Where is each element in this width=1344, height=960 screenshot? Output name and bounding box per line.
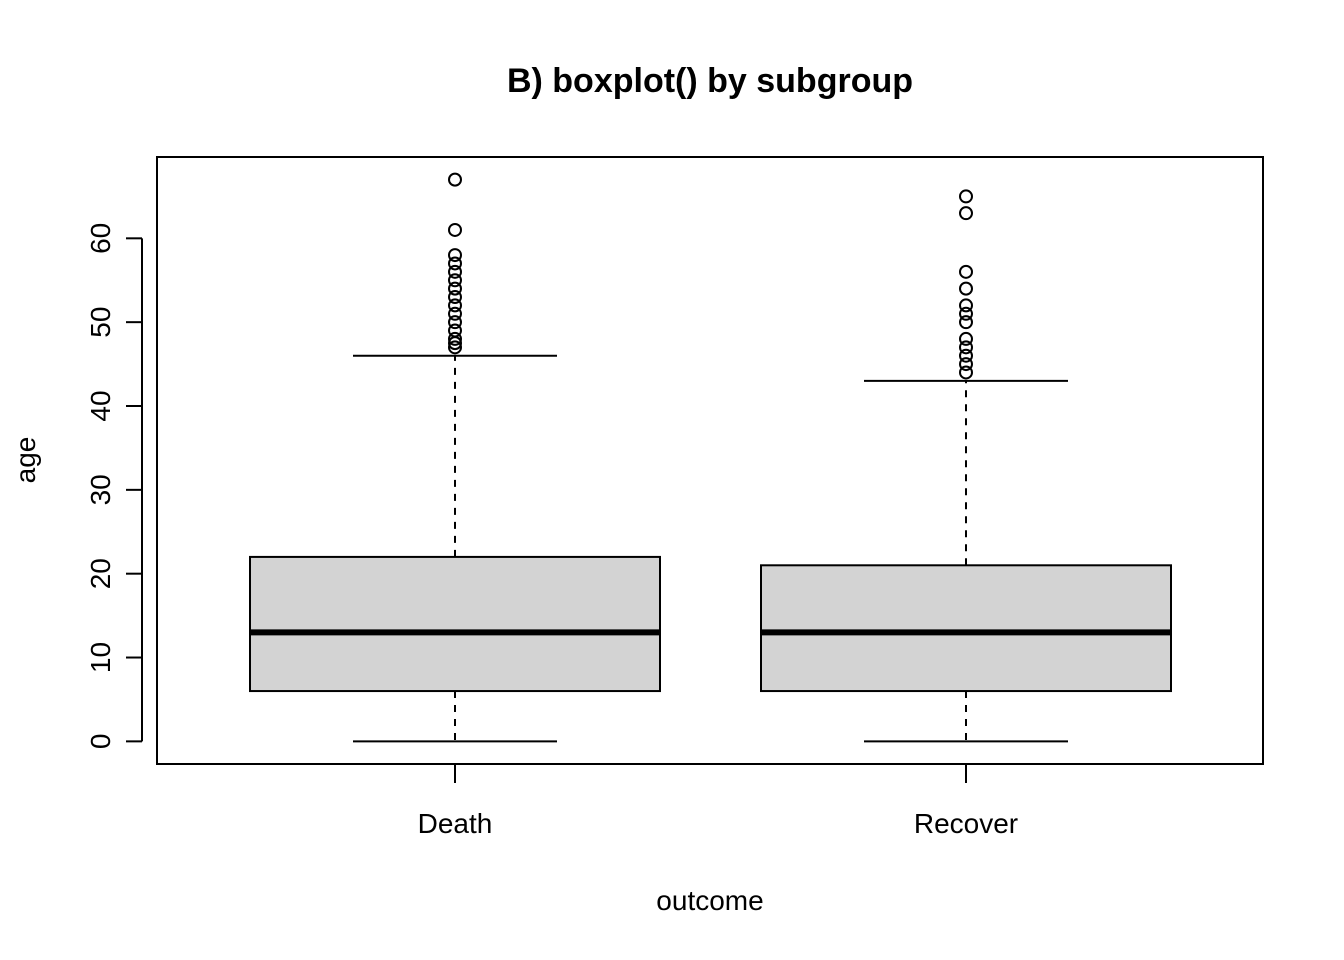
x-tick-label: Recover	[914, 808, 1018, 839]
outlier-point	[448, 248, 462, 263]
outlier-point	[959, 340, 973, 355]
outlier-point	[448, 273, 462, 288]
x-axis-label: outcome	[656, 885, 763, 916]
outlier-point	[448, 290, 462, 305]
plot-frame	[156, 156, 1264, 765]
outlier-point	[959, 331, 973, 346]
y-axis-label: age	[10, 437, 41, 484]
outlier-point	[448, 281, 462, 296]
y-tick-label: 30	[85, 474, 116, 505]
y-tick-label: 60	[85, 223, 116, 254]
outlier-point	[448, 306, 462, 321]
box-group-death	[249, 172, 661, 743]
x-tick-label: Death	[418, 808, 493, 839]
outlier-point	[448, 256, 462, 271]
outlier-point	[448, 222, 462, 237]
outlier-point	[448, 331, 462, 346]
y-tick-label: 20	[85, 558, 116, 589]
iqr-box	[249, 555, 661, 693]
outlier-point	[448, 340, 462, 355]
outlier-point	[959, 348, 973, 363]
outlier-point	[448, 298, 462, 313]
outlier-point	[448, 323, 462, 338]
outlier-point	[959, 357, 973, 372]
y-tick-label: 0	[85, 734, 116, 750]
y-tick-label: 10	[85, 642, 116, 673]
outlier-point	[448, 172, 462, 187]
box-group-recover	[760, 189, 1172, 743]
iqr-box	[760, 564, 1172, 693]
chart-title: B) boxplot() by subgroup	[507, 62, 913, 100]
outlier-point	[448, 315, 462, 330]
outlier-point	[959, 298, 973, 313]
outlier-point	[959, 206, 973, 221]
outlier-point	[959, 281, 973, 296]
outlier-point	[959, 306, 973, 321]
outlier-point	[959, 264, 973, 279]
x-axis: Death Recover	[418, 764, 1018, 839]
outlier-point	[959, 315, 973, 330]
y-tick-label: 40	[85, 390, 116, 421]
boxes-layer	[249, 172, 1172, 743]
y-axis: 0 10 20 30 40 50 60	[85, 223, 143, 750]
outlier-point	[959, 189, 973, 204]
y-tick-label: 50	[85, 307, 116, 338]
outlier-point	[959, 365, 973, 380]
outlier-point	[448, 264, 462, 279]
